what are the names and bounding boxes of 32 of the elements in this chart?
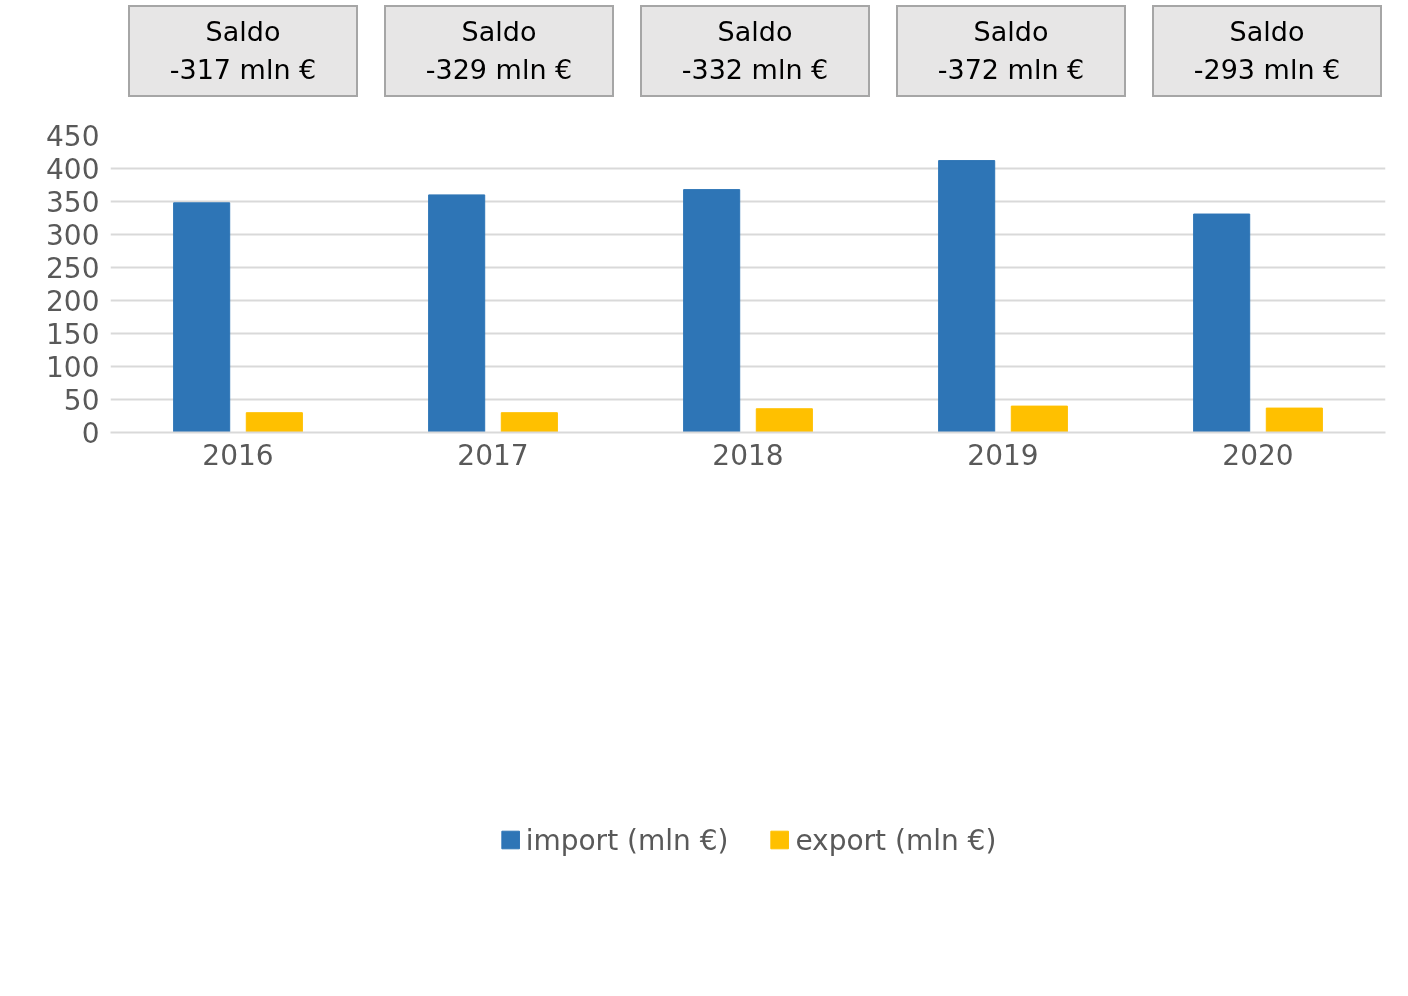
bar: [245, 412, 303, 433]
x-tick-label: 2016: [202, 438, 274, 472]
text: Saldo -293 mln €: [1152, 5, 1382, 97]
y-tick-label: 100: [46, 351, 100, 384]
y-tick-label: 300: [46, 219, 100, 252]
bar: [938, 160, 996, 433]
legend-label: import (mln €): [525, 823, 729, 857]
text: Saldo -372 mln €: [896, 5, 1126, 97]
bar: [500, 412, 558, 433]
x-tick-label: 2019: [967, 438, 1039, 472]
y-tick-label: 450: [46, 120, 100, 153]
x-tick-label: 2018: [712, 438, 784, 472]
text: Saldo -317 mln €: [128, 5, 358, 97]
bar: [683, 189, 741, 433]
x-tick-label: 2017: [457, 438, 529, 472]
y-tick-label: 350: [46, 186, 100, 219]
bar: [1193, 213, 1251, 433]
bar: [1010, 405, 1068, 433]
y-tick-label: 400: [46, 153, 100, 186]
y-tick-label: 150: [46, 318, 100, 351]
y-tick-label: 0: [81, 417, 100, 450]
text: Saldo -332 mln €: [640, 5, 870, 97]
y-tick-label: 50: [63, 384, 100, 417]
text: Saldo -329 mln €: [384, 5, 614, 97]
x-tick-label: 2020: [1222, 438, 1294, 472]
bar: [755, 408, 813, 433]
bar: [173, 202, 231, 433]
y-tick-label: 200: [46, 285, 100, 318]
bar: [428, 194, 486, 433]
bar: [1265, 407, 1323, 433]
legend-label: export (mln €): [795, 823, 997, 857]
y-tick-label: 250: [46, 252, 100, 285]
